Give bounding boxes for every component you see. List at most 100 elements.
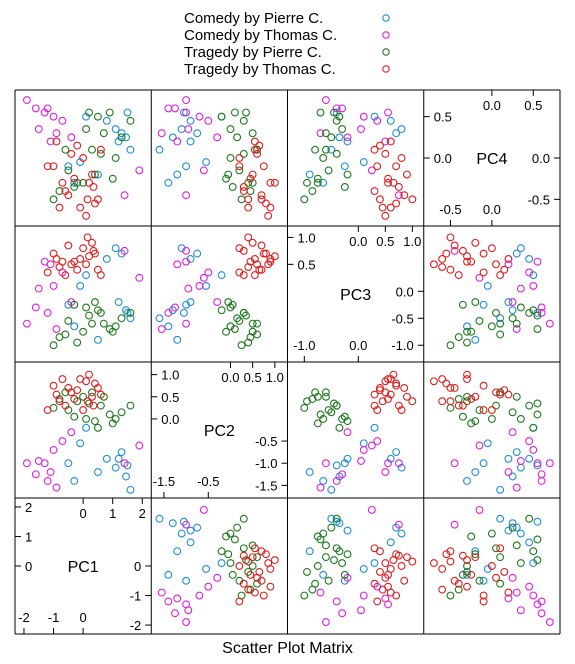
data-point (155, 145, 164, 154)
data-point (537, 609, 546, 618)
data-point (242, 311, 250, 320)
data-point (253, 319, 262, 328)
data-point (70, 178, 79, 187)
data-point (235, 166, 244, 175)
data-point (235, 244, 244, 253)
data-point (105, 410, 114, 419)
data-point (239, 182, 248, 191)
tick-label: -0.5 (391, 311, 413, 326)
data-point (394, 182, 403, 191)
data-point (111, 244, 120, 253)
data-point (335, 112, 344, 121)
data-point (400, 576, 409, 585)
data-point (52, 483, 61, 492)
data-point (370, 579, 379, 588)
data-point (248, 327, 257, 336)
data-point (114, 298, 123, 307)
data-point (525, 401, 534, 410)
data-point (58, 257, 67, 266)
data-point (193, 249, 202, 258)
data-point (303, 397, 311, 406)
data-point (373, 406, 382, 415)
data-point (512, 325, 521, 333)
data-point (463, 556, 471, 565)
data-point (463, 322, 471, 331)
data-point (397, 562, 406, 570)
data-point (319, 529, 328, 538)
legend-symbol (382, 14, 390, 22)
data-point (332, 476, 341, 485)
data-point (237, 341, 246, 350)
data-point (126, 145, 135, 154)
data-point (537, 476, 546, 485)
data-point (235, 154, 244, 162)
data-point (244, 203, 253, 212)
data-point (545, 459, 554, 468)
data-point (253, 553, 262, 562)
data-point (384, 108, 392, 117)
tick-label: 0.5 (524, 98, 542, 113)
diagonal-label: PC2 (204, 423, 235, 440)
data-point (525, 582, 534, 591)
data-point (46, 260, 55, 269)
tick-label: 1 (109, 506, 116, 521)
legend-label: Tragedy by Thomas C. (184, 61, 336, 78)
data-point (237, 195, 246, 204)
data-point (324, 576, 333, 585)
data-point (85, 311, 93, 320)
legend-item: Comedy by Pierre C. (184, 10, 404, 27)
data-point (321, 392, 330, 401)
data-point (492, 573, 500, 582)
data-point (327, 523, 336, 532)
data-point (492, 401, 500, 410)
data-point (454, 271, 463, 280)
data-point (400, 383, 409, 392)
data-point (82, 423, 91, 432)
data-point (332, 461, 341, 470)
data-point (504, 260, 513, 269)
data-point (496, 579, 505, 588)
tick-label: 0.0 (483, 202, 501, 217)
tick-label: 1.0 (298, 230, 316, 245)
data-point (96, 271, 105, 280)
data-point (545, 618, 554, 627)
data-point (88, 388, 96, 397)
data-point (446, 397, 455, 406)
data-point (93, 170, 102, 179)
data-point (316, 108, 325, 117)
data-point (264, 211, 273, 220)
data-point (373, 116, 382, 125)
data-point (343, 550, 352, 559)
data-point (239, 149, 248, 158)
data-point (217, 112, 226, 121)
data-point (246, 174, 255, 183)
data-point (135, 441, 144, 450)
data-point (61, 271, 70, 280)
data-point (67, 149, 76, 158)
data-point (529, 271, 538, 280)
data-point (228, 300, 237, 309)
data-point (533, 257, 542, 266)
data-point (213, 133, 222, 142)
data-point (155, 314, 164, 323)
data-point (332, 514, 341, 523)
data-point (76, 281, 85, 290)
data-point (321, 145, 330, 154)
data-point (321, 618, 330, 627)
data-point (370, 559, 379, 567)
data-point (171, 609, 179, 618)
data-point (446, 341, 455, 350)
data-point (164, 104, 173, 113)
data-point (305, 468, 314, 477)
data-point (487, 414, 496, 423)
data-point (49, 381, 58, 390)
data-point (40, 459, 49, 468)
tick-label: 1.0 (403, 234, 421, 249)
legend: Comedy by Pierre C. Comedy by Thomas C. … (184, 10, 404, 78)
tick-label: 0 (80, 506, 87, 521)
data-point (319, 178, 328, 187)
data-point (85, 399, 93, 408)
data-point (446, 557, 455, 566)
data-point (31, 303, 40, 312)
data-point (157, 325, 166, 333)
